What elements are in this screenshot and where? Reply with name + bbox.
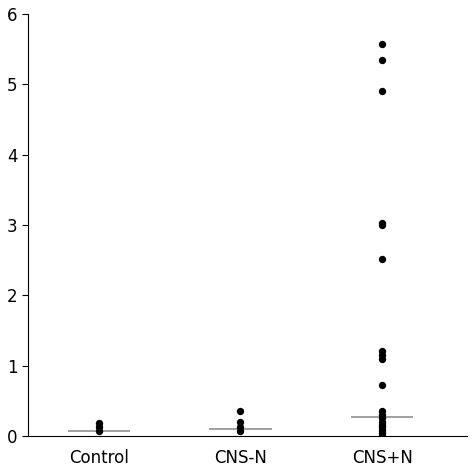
Point (378, 382, 386, 389)
Point (378, 88, 386, 95)
Point (378, 355, 386, 362)
Point (237, 418, 244, 426)
Point (378, 351, 386, 359)
Point (378, 411, 386, 419)
Point (95, 419, 102, 427)
Point (378, 221, 386, 228)
Point (237, 423, 244, 430)
Point (378, 432, 386, 440)
Point (95, 424, 102, 431)
Point (378, 348, 386, 356)
Point (378, 56, 386, 64)
Point (237, 427, 244, 435)
Point (378, 408, 386, 415)
Point (378, 429, 386, 437)
Point (378, 255, 386, 263)
Point (378, 414, 386, 422)
Point (378, 418, 386, 426)
Point (95, 427, 102, 435)
Point (378, 421, 386, 428)
Point (378, 220, 386, 228)
Point (378, 427, 386, 434)
Point (378, 40, 386, 48)
Point (237, 408, 244, 415)
Point (378, 424, 386, 431)
